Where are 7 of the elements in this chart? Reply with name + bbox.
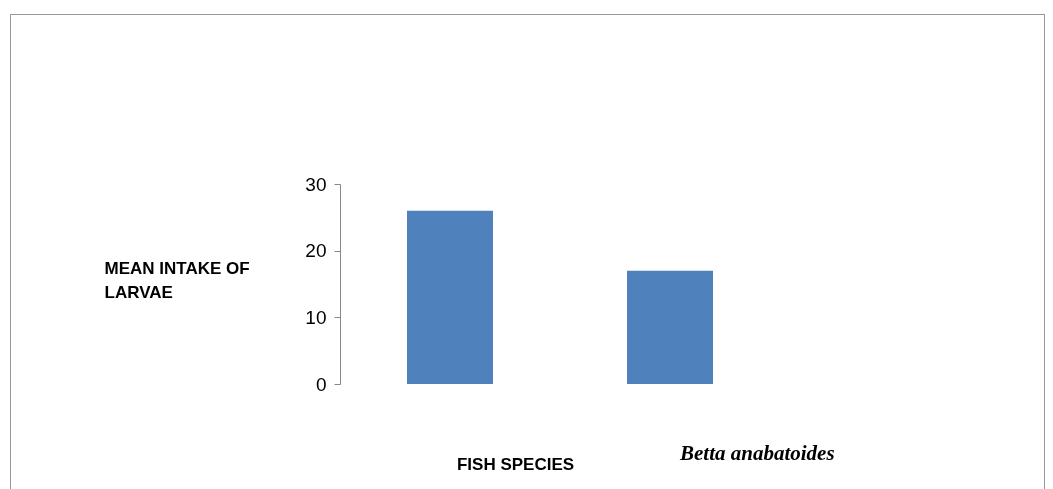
x-axis-title: FISH SPECIES: [456, 454, 575, 474]
y-tick-label: 30: [305, 173, 327, 195]
y-tick-label: 20: [305, 240, 327, 262]
y-tick-label: 10: [305, 306, 327, 328]
text: Betta anabatoides: [679, 441, 835, 465]
y-axis-title: MEAN INTAKE OF LARVAE: [104, 258, 250, 302]
y-tick-label: 0: [315, 373, 327, 395]
